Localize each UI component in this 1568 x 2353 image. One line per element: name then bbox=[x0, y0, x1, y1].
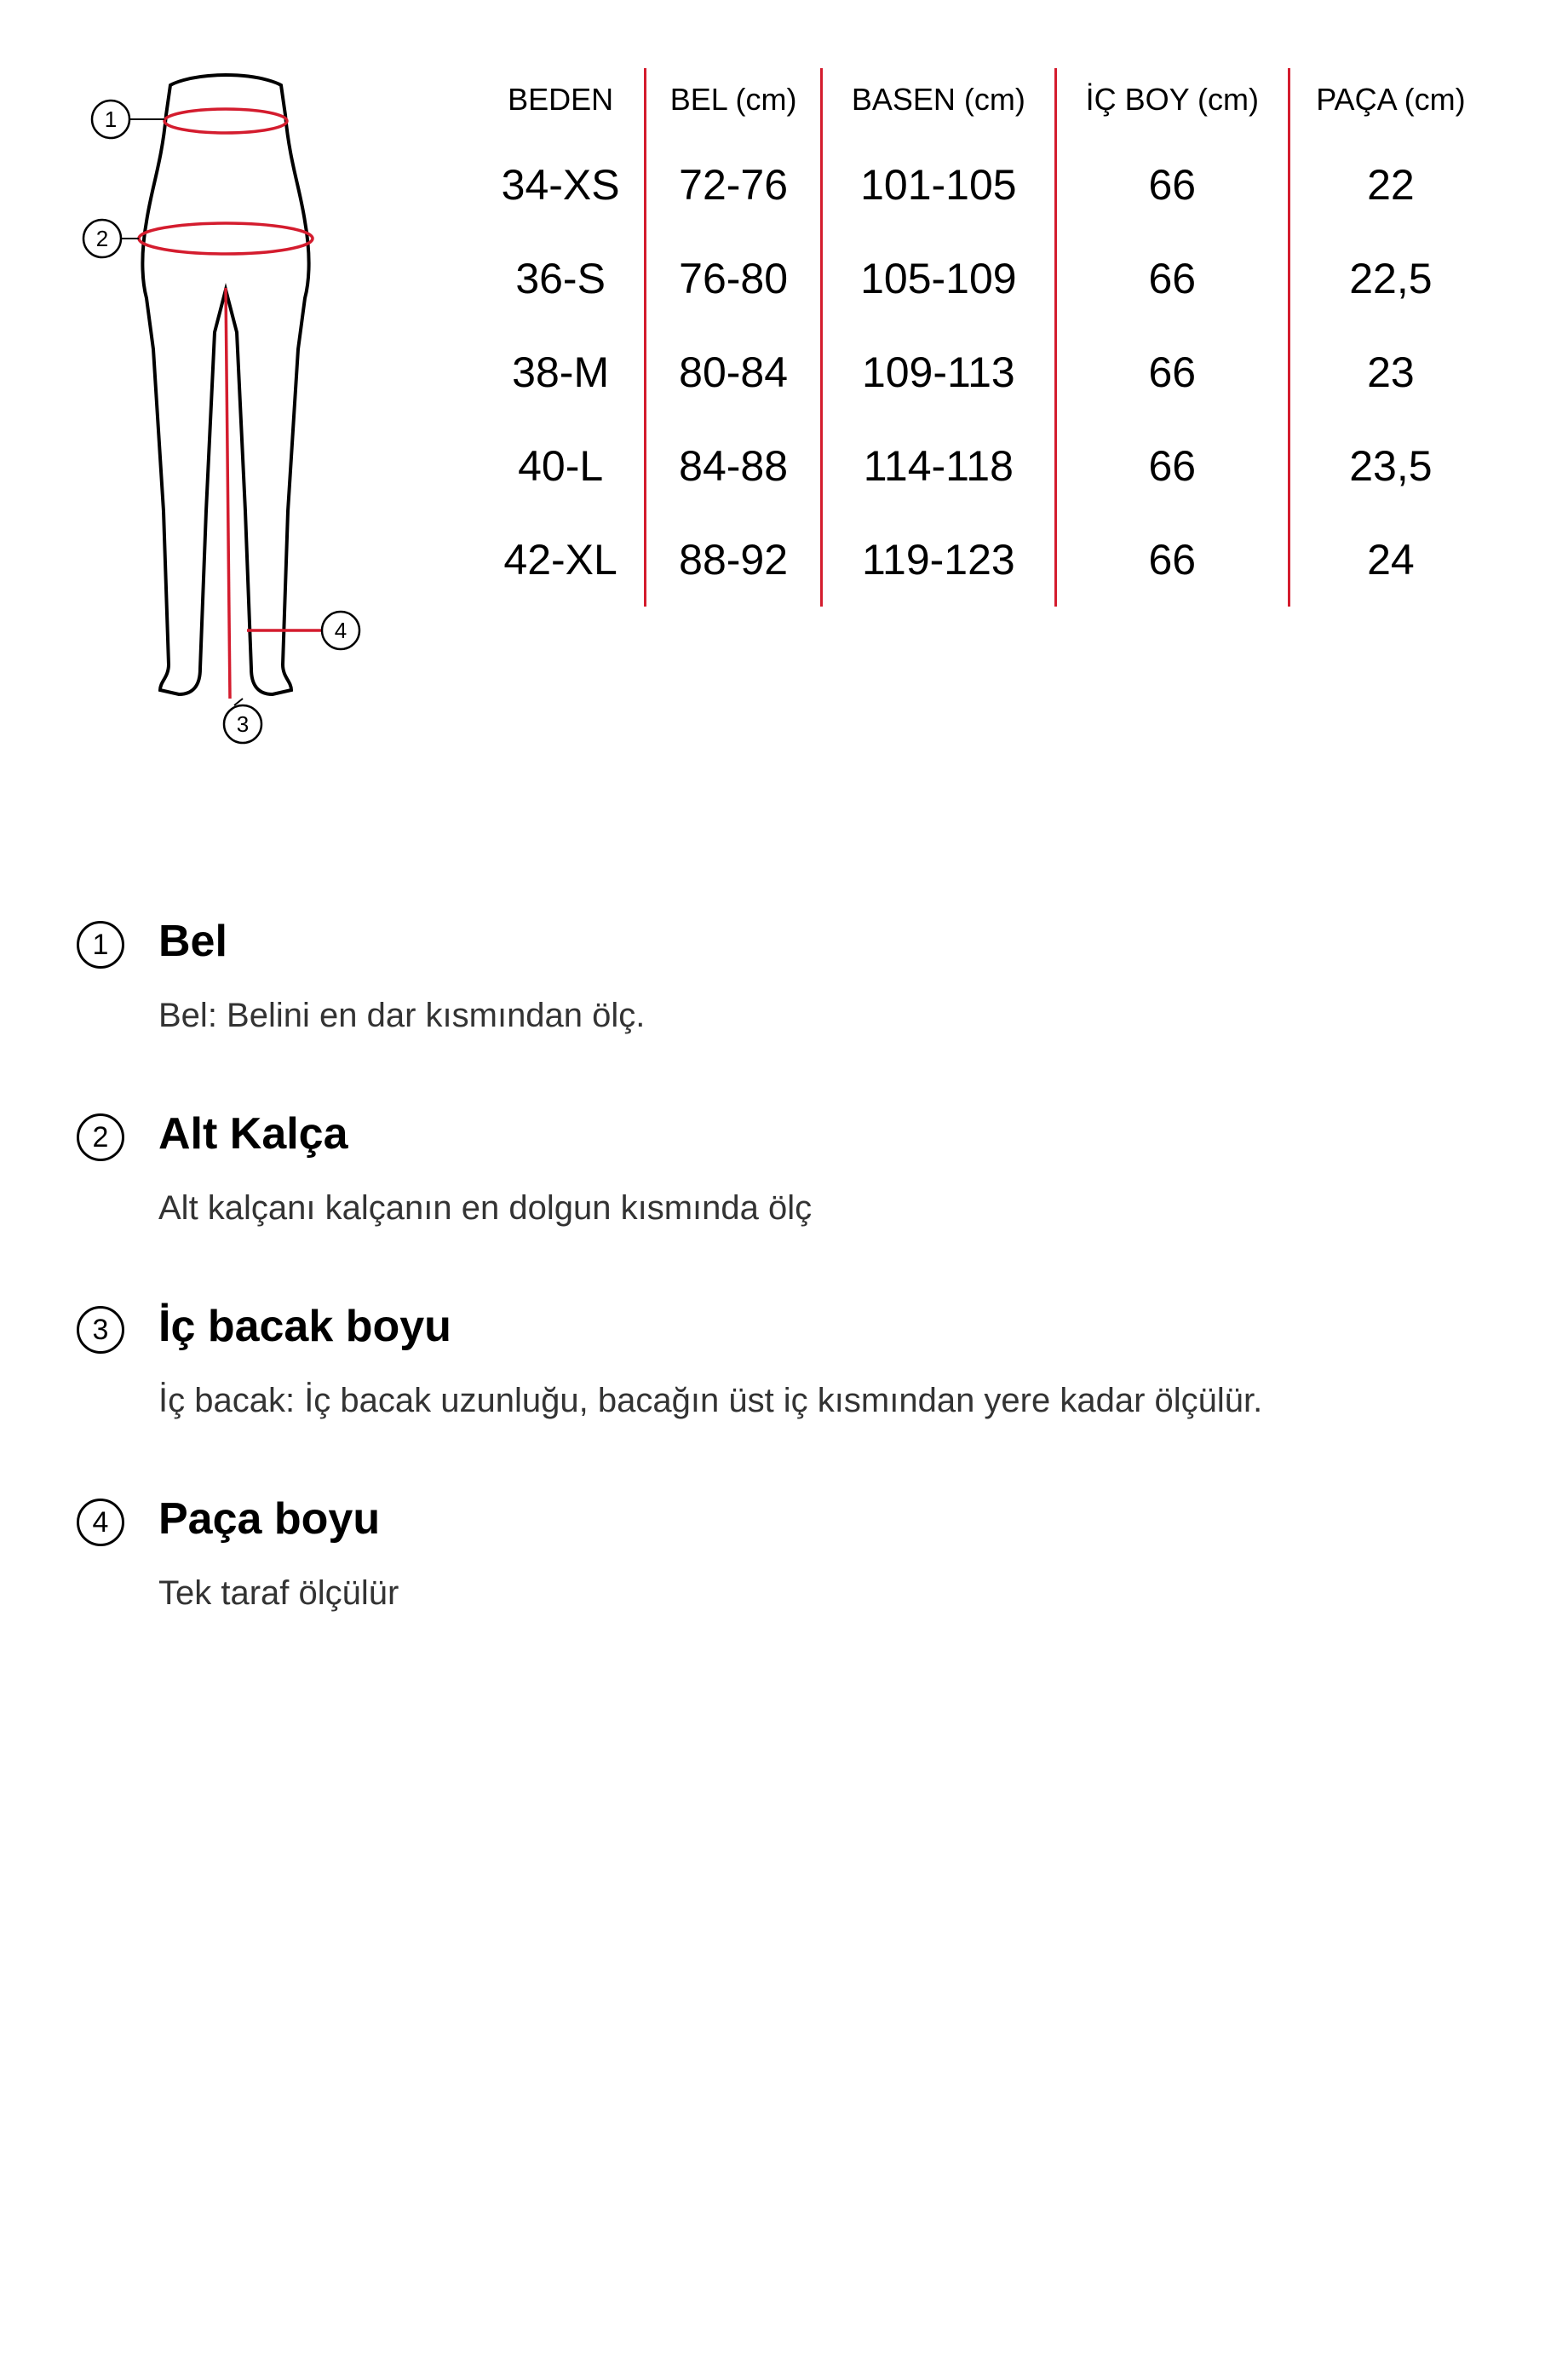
cell: 23,5 bbox=[1289, 419, 1491, 513]
cell: 24 bbox=[1289, 513, 1491, 607]
table-row: 36-S 76-80 105-109 66 22,5 bbox=[477, 232, 1491, 325]
legend-text: Bel Bel: Belini en dar kısmından ölç. bbox=[158, 916, 1491, 1040]
hip-measure-line bbox=[139, 223, 313, 254]
marker-4: 4 bbox=[322, 612, 359, 649]
legend-title: Bel bbox=[158, 916, 1491, 967]
col-header: PAÇA (cm) bbox=[1289, 68, 1491, 138]
svg-text:1: 1 bbox=[105, 106, 117, 132]
legend-description: İç bacak: İç bacak uzunluğu, bacağın üst… bbox=[158, 1376, 1266, 1425]
cell: 114-118 bbox=[821, 419, 1055, 513]
cell: 72-76 bbox=[646, 138, 822, 232]
inseam-measure-line bbox=[226, 288, 230, 699]
cell: 42-XL bbox=[477, 513, 646, 607]
legend-item-4: 4 Paça boyu Tek taraf ölçülür bbox=[77, 1493, 1491, 1618]
cell: 66 bbox=[1055, 325, 1289, 419]
cell: 36-S bbox=[477, 232, 646, 325]
cell: 109-113 bbox=[821, 325, 1055, 419]
cell: 66 bbox=[1055, 232, 1289, 325]
legend-number-circle: 1 bbox=[77, 921, 124, 969]
table-row: 38-M 80-84 109-113 66 23 bbox=[477, 325, 1491, 419]
legend-number-circle: 2 bbox=[77, 1113, 124, 1161]
legend-title: İç bacak boyu bbox=[158, 1301, 1491, 1352]
legend-text: İç bacak boyu İç bacak: İç bacak uzunluğ… bbox=[158, 1301, 1491, 1425]
legend-description: Bel: Belini en dar kısmından ölç. bbox=[158, 991, 1266, 1040]
legend-number-circle: 4 bbox=[77, 1499, 124, 1546]
cell: 38-M bbox=[477, 325, 646, 419]
cell: 84-88 bbox=[646, 419, 822, 513]
legend-description: Alt kalçanı kalçanın en dolgun kısmında … bbox=[158, 1183, 1266, 1233]
legend-section: 1 Bel Bel: Belini en dar kısmından ölç. … bbox=[77, 916, 1491, 1618]
size-table: BEDEN BEL (cm) BASEN (cm) İÇ BOY (cm) PA… bbox=[477, 68, 1491, 607]
cell: 34-XS bbox=[477, 138, 646, 232]
size-table-area: BEDEN BEL (cm) BASEN (cm) İÇ BOY (cm) PA… bbox=[477, 68, 1491, 762]
legend-title: Paça boyu bbox=[158, 1493, 1491, 1545]
body-diagram: 1 2 4 3 bbox=[77, 68, 443, 762]
cell: 23 bbox=[1289, 325, 1491, 419]
cell: 66 bbox=[1055, 419, 1289, 513]
cell: 105-109 bbox=[821, 232, 1055, 325]
legend-item-2: 2 Alt Kalça Alt kalçanı kalçanın en dolg… bbox=[77, 1108, 1491, 1233]
cell: 66 bbox=[1055, 513, 1289, 607]
col-header: BEL (cm) bbox=[646, 68, 822, 138]
marker-1: 1 bbox=[92, 101, 129, 138]
cell: 101-105 bbox=[821, 138, 1055, 232]
svg-text:3: 3 bbox=[237, 711, 249, 737]
cell: 22 bbox=[1289, 138, 1491, 232]
cell: 22,5 bbox=[1289, 232, 1491, 325]
svg-text:2: 2 bbox=[96, 226, 108, 251]
legend-item-3: 3 İç bacak boyu İç bacak: İç bacak uzunl… bbox=[77, 1301, 1491, 1425]
legend-number-circle: 3 bbox=[77, 1306, 124, 1354]
col-header: BASEN (cm) bbox=[821, 68, 1055, 138]
cell: 76-80 bbox=[646, 232, 822, 325]
legend-title: Alt Kalça bbox=[158, 1108, 1491, 1159]
cell: 66 bbox=[1055, 138, 1289, 232]
legend-text: Paça boyu Tek taraf ölçülür bbox=[158, 1493, 1491, 1618]
table-row: 42-XL 88-92 119-123 66 24 bbox=[477, 513, 1491, 607]
table-row: 34-XS 72-76 101-105 66 22 bbox=[477, 138, 1491, 232]
legend-description: Tek taraf ölçülür bbox=[158, 1568, 1266, 1618]
cell: 119-123 bbox=[821, 513, 1055, 607]
col-header: İÇ BOY (cm) bbox=[1055, 68, 1289, 138]
marker-3: 3 bbox=[224, 705, 261, 743]
marker-2: 2 bbox=[83, 220, 121, 257]
pants-diagram-svg: 1 2 4 3 bbox=[77, 68, 443, 758]
cell: 40-L bbox=[477, 419, 646, 513]
top-section: 1 2 4 3 BEDEN BEL (cm) BASEN (cm) bbox=[77, 68, 1491, 762]
col-header: BEDEN bbox=[477, 68, 646, 138]
table-row: 40-L 84-88 114-118 66 23,5 bbox=[477, 419, 1491, 513]
legend-text: Alt Kalça Alt kalçanı kalçanın en dolgun… bbox=[158, 1108, 1491, 1233]
cell: 80-84 bbox=[646, 325, 822, 419]
waist-measure-line bbox=[164, 109, 287, 133]
table-header-row: BEDEN BEL (cm) BASEN (cm) İÇ BOY (cm) PA… bbox=[477, 68, 1491, 138]
cell: 88-92 bbox=[646, 513, 822, 607]
svg-text:4: 4 bbox=[335, 618, 347, 643]
legend-item-1: 1 Bel Bel: Belini en dar kısmından ölç. bbox=[77, 916, 1491, 1040]
